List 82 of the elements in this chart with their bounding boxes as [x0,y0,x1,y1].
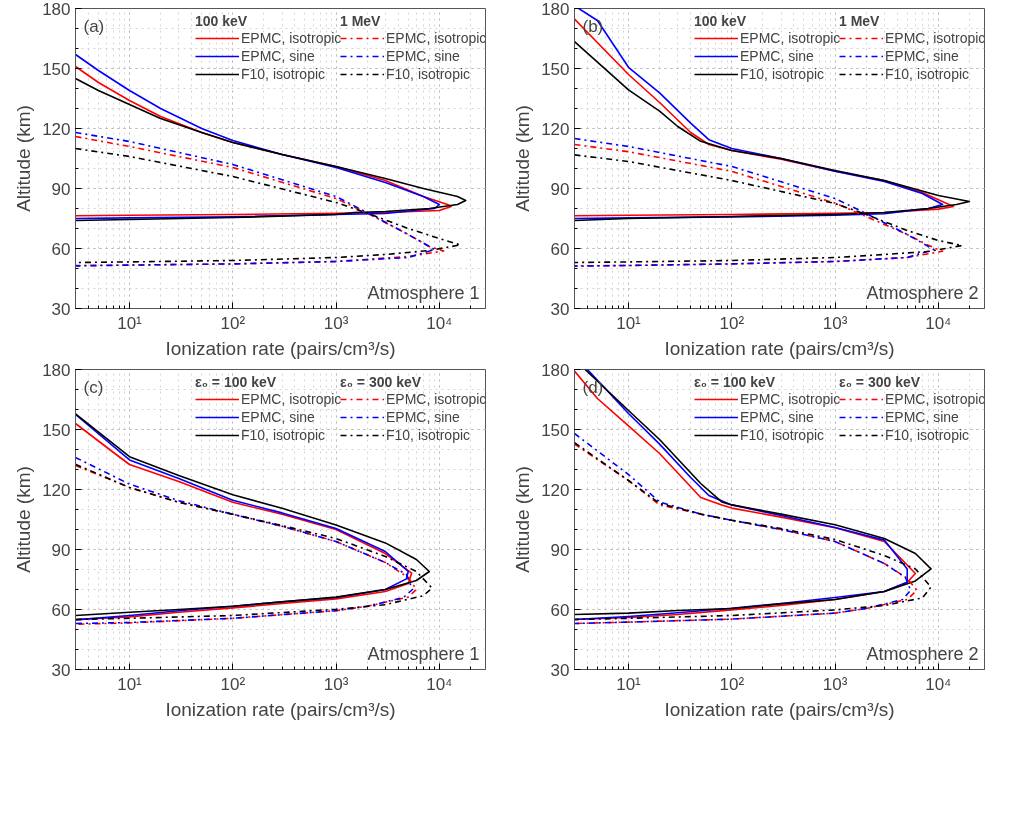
x-tick-label: 10⁴ [426,674,453,694]
x-tick-label: 10² [719,313,745,333]
legend-label: EPMC, sine [740,409,814,425]
y-axis-title: Altitude (km) [512,466,534,573]
legend-label: EPMC, isotropic [740,30,841,46]
annotation: ε₀ = 300 keV [340,374,423,390]
x-tick-label: 10¹ [117,674,143,694]
legend-label: EPMC, sine [885,409,959,425]
legend-label: EPMC, sine [241,48,315,64]
y-axis-title: Altitude (km) [13,466,35,573]
x-axis-title: Ionization rate (pairs/cm³/s) [664,337,895,359]
x-tick-label: 10³ [822,313,848,333]
legend-label: F10, isotropic [885,427,970,443]
y-tick-label: 90 [550,540,570,560]
y-tick-label: 120 [42,480,71,500]
annotation: 100 keV [195,13,249,29]
y-tick-label: 180 [541,360,570,380]
legend-label: EPMC, sine [885,48,959,64]
y-tick-label: 90 [550,179,570,199]
legend-label: EPMC, isotropic [241,30,342,46]
y-tick-label: 180 [42,0,71,19]
x-axis-title: Ionization rate (pairs/cm³/s) [664,698,895,720]
x-tick-label: 10⁴ [925,674,952,694]
x-tick-label: 10⁴ [925,313,952,333]
x-tick-label: 10³ [323,674,349,694]
annotation: 1 MeV [839,13,881,29]
x-tick-label: 10¹ [616,674,642,694]
legend-label: EPMC, sine [386,409,460,425]
x-tick-label: 10³ [822,674,848,694]
y-axis-title: Altitude (km) [512,105,534,212]
annotation: Atmosphere 1 [367,643,480,664]
y-tick-label: 30 [550,660,570,680]
legend-label: EPMC, sine [386,48,460,64]
annotation: ε₀ = 100 keV [694,374,777,390]
x-axis-title: Ionization rate (pairs/cm³/s) [165,337,396,359]
annotation: 100 keV [694,13,748,29]
annotation: ε₀ = 300 keV [839,374,922,390]
y-tick-label: 60 [51,239,71,259]
y-tick-label: 150 [42,59,71,79]
y-tick-label: 90 [51,540,71,560]
legend-label: F10, isotropic [386,66,471,82]
y-tick-label: 120 [42,119,71,139]
legend-label: F10, isotropic [740,427,825,443]
y-tick-label: 150 [541,59,570,79]
y-tick-label: 120 [541,119,570,139]
y-tick-label: 60 [51,600,71,620]
legend-label: F10, isotropic [386,427,471,443]
annotation: (c) [83,377,104,397]
annotation: ε₀ = 100 keV [195,374,278,390]
y-tick-label: 60 [550,239,570,259]
legend-label: EPMC, sine [241,409,315,425]
y-tick-label: 120 [541,480,570,500]
y-tick-label: 30 [550,299,570,319]
legend-label: F10, isotropic [241,66,326,82]
x-tick-label: 10² [220,313,246,333]
y-tick-label: 90 [51,179,71,199]
annotation: (a) [83,16,105,36]
y-tick-label: 150 [541,420,570,440]
y-tick-label: 180 [42,360,71,380]
annotation: Atmosphere 2 [866,282,979,303]
y-tick-label: 60 [550,600,570,620]
annotation: Atmosphere 1 [367,282,480,303]
y-tick-label: 150 [42,420,71,440]
x-tick-label: 10² [220,674,246,694]
y-tick-label: 180 [541,0,570,19]
annotation: 1 MeV [340,13,382,29]
x-tick-label: 10² [719,674,745,694]
y-tick-label: 30 [51,299,71,319]
legend-label: F10, isotropic [885,66,970,82]
legend-label: EPMC, sine [740,48,814,64]
x-tick-label: 10³ [323,313,349,333]
x-tick-label: 10⁴ [426,313,453,333]
legend-label: EPMC, isotropic [740,391,841,407]
annotation: Atmosphere 2 [866,643,979,664]
y-tick-label: 30 [51,660,71,680]
legend-label: F10, isotropic [740,66,825,82]
x-tick-label: 10¹ [117,313,143,333]
x-tick-label: 10¹ [616,313,642,333]
legend-label: EPMC, isotropic [241,391,342,407]
legend-label: F10, isotropic [241,427,326,443]
x-axis-title: Ionization rate (pairs/cm³/s) [165,698,396,720]
y-axis-title: Altitude (km) [13,105,35,212]
